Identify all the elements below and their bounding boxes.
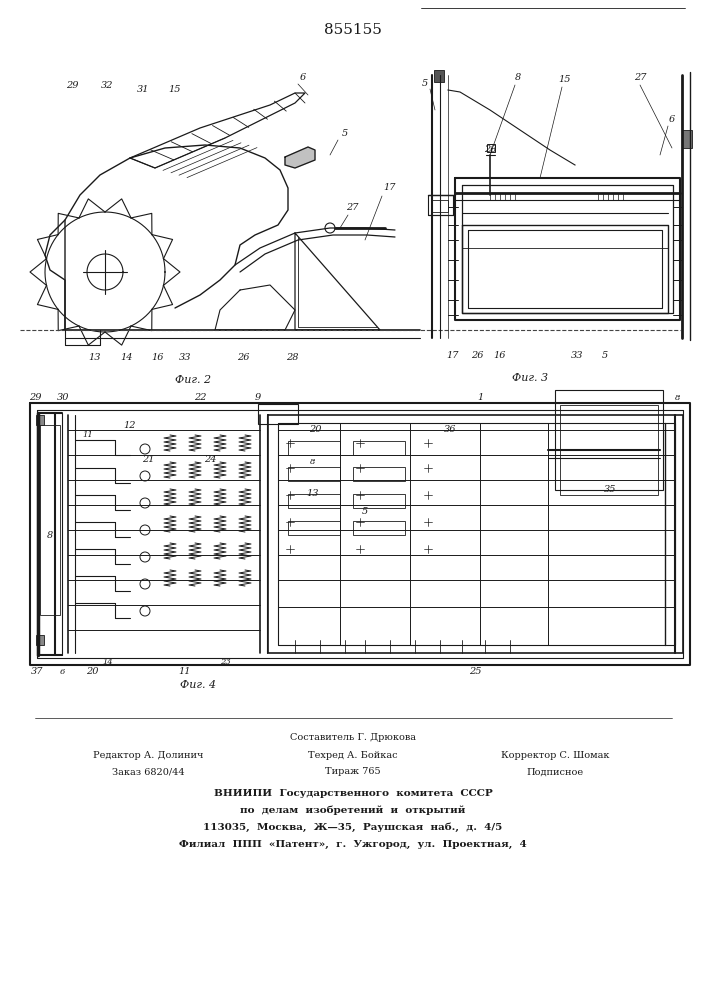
Bar bbox=[288, 521, 340, 535]
Text: 20: 20 bbox=[309, 426, 321, 434]
Text: 113035,  Москва,  Ж—35,  Раушская  наб.,  д.  4/5: 113035, Москва, Ж—35, Раушская наб., д. … bbox=[204, 822, 503, 832]
Text: 8: 8 bbox=[47, 530, 53, 540]
Text: 20: 20 bbox=[86, 668, 98, 676]
Text: 5: 5 bbox=[422, 79, 428, 88]
Text: 5: 5 bbox=[602, 351, 608, 360]
Text: Филиал  ППП  «Патент»,  г.  Ужгород,  ул.  Проектная,  4: Филиал ППП «Патент», г. Ужгород, ул. Про… bbox=[179, 839, 527, 849]
Text: 31: 31 bbox=[136, 86, 149, 95]
Bar bbox=[432, 200, 448, 212]
Text: 29: 29 bbox=[66, 81, 78, 90]
Text: 22: 22 bbox=[194, 393, 206, 402]
Text: Редактор А. Долинич: Редактор А. Долинич bbox=[93, 752, 203, 760]
Bar bbox=[258, 404, 298, 424]
Text: Фиг. 2: Фиг. 2 bbox=[175, 375, 211, 385]
Text: 14: 14 bbox=[121, 354, 133, 362]
Text: 25: 25 bbox=[469, 668, 481, 676]
Text: Составитель Г. Дрюкова: Составитель Г. Дрюкова bbox=[290, 734, 416, 742]
Text: 9: 9 bbox=[255, 393, 261, 402]
Text: 27: 27 bbox=[633, 74, 646, 83]
Text: 11: 11 bbox=[83, 431, 93, 439]
Text: 11: 11 bbox=[179, 668, 192, 676]
Text: Фиг. 4: Фиг. 4 bbox=[180, 680, 216, 690]
Text: 855155: 855155 bbox=[324, 23, 382, 37]
Bar bbox=[434, 70, 444, 82]
Text: 8: 8 bbox=[310, 458, 316, 466]
Text: 6: 6 bbox=[59, 668, 64, 676]
Polygon shape bbox=[285, 147, 315, 168]
Text: 5: 5 bbox=[342, 128, 348, 137]
Text: 30: 30 bbox=[57, 393, 69, 402]
Text: по  делам  изобретений  и  открытий: по делам изобретений и открытий bbox=[240, 805, 466, 815]
Text: ВНИИПИ  Государственного  комитета  СССР: ВНИИПИ Государственного комитета СССР bbox=[214, 788, 492, 798]
Text: Корректор С. Шомак: Корректор С. Шомак bbox=[501, 752, 609, 760]
Text: Тираж 765: Тираж 765 bbox=[325, 768, 381, 776]
Text: 21: 21 bbox=[141, 456, 154, 464]
Text: 27: 27 bbox=[346, 204, 358, 213]
Text: 13: 13 bbox=[307, 489, 320, 498]
Bar bbox=[428, 195, 453, 215]
Text: 15: 15 bbox=[559, 76, 571, 85]
Text: 17: 17 bbox=[384, 184, 396, 192]
Text: 24: 24 bbox=[204, 456, 216, 464]
Bar bbox=[487, 144, 495, 152]
Bar bbox=[353, 521, 405, 535]
Bar bbox=[40, 425, 60, 615]
Text: Подписное: Подписное bbox=[527, 768, 583, 776]
Text: 15: 15 bbox=[169, 86, 181, 95]
Text: 6: 6 bbox=[669, 115, 675, 124]
Text: 33: 33 bbox=[571, 351, 583, 360]
Bar bbox=[353, 441, 405, 455]
Text: 1: 1 bbox=[477, 393, 483, 402]
Bar bbox=[560, 405, 658, 495]
Bar bbox=[36, 415, 44, 425]
Bar bbox=[682, 130, 692, 148]
Bar bbox=[288, 467, 340, 481]
Text: 29: 29 bbox=[29, 393, 41, 402]
Text: 16: 16 bbox=[493, 351, 506, 360]
Text: 6: 6 bbox=[300, 74, 306, 83]
Bar bbox=[353, 467, 405, 481]
Text: 17: 17 bbox=[447, 351, 460, 360]
Text: 23: 23 bbox=[220, 658, 230, 666]
Bar bbox=[353, 494, 405, 508]
Text: Фиг. 3: Фиг. 3 bbox=[512, 373, 548, 383]
Text: 8: 8 bbox=[515, 74, 521, 83]
Text: 32: 32 bbox=[101, 81, 113, 90]
Bar bbox=[36, 635, 44, 645]
Bar bbox=[288, 441, 340, 455]
Text: 13: 13 bbox=[89, 354, 101, 362]
Text: 8: 8 bbox=[675, 394, 681, 402]
Text: Техред А. Бойкас: Техред А. Бойкас bbox=[308, 752, 398, 760]
Text: 33: 33 bbox=[179, 354, 192, 362]
Bar bbox=[288, 494, 340, 508]
Text: 37: 37 bbox=[30, 668, 43, 676]
Bar bbox=[555, 390, 663, 490]
Text: 28: 28 bbox=[484, 145, 496, 154]
Text: 35: 35 bbox=[604, 486, 617, 494]
Text: 14: 14 bbox=[103, 658, 113, 666]
Text: Заказ 6820/44: Заказ 6820/44 bbox=[112, 768, 185, 776]
Text: 26: 26 bbox=[237, 354, 250, 362]
Text: 16: 16 bbox=[152, 354, 164, 362]
Text: 12: 12 bbox=[124, 422, 136, 430]
Text: 36: 36 bbox=[444, 426, 456, 434]
Text: 26: 26 bbox=[471, 351, 484, 360]
Text: 5: 5 bbox=[362, 508, 368, 516]
Text: 28: 28 bbox=[286, 354, 298, 362]
